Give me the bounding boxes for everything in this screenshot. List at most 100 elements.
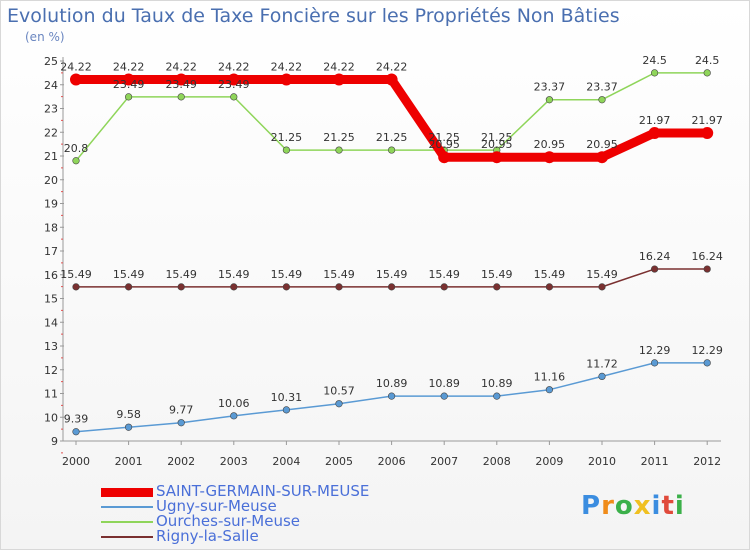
y-tick-label: 14	[44, 316, 58, 329]
data-point	[438, 151, 451, 164]
data-label: 9.58	[116, 408, 141, 421]
data-point	[335, 146, 343, 154]
data-label: 15.49	[376, 268, 408, 281]
x-tick-label: 2012	[693, 455, 721, 468]
logo-letter: i	[651, 491, 662, 521]
data-label: 15.49	[323, 268, 355, 281]
data-point	[177, 283, 185, 291]
data-label: 15.49	[481, 268, 513, 281]
y-tick-label: 24	[44, 79, 58, 92]
data-label: 11.72	[586, 357, 618, 370]
data-point	[440, 283, 448, 291]
y-axis-ticks: 9 10 11 12 13 14 15 16 17 18 19 20 21 22 23 24 25	[44, 55, 64, 454]
y-tick-label: 16	[44, 269, 58, 282]
data-point	[333, 73, 345, 86]
data-label: 20.95	[586, 138, 618, 151]
x-axis-ticks: 2000 2001 2002 2003 2004 2005 2006 2007 2008 2009…	[62, 441, 721, 468]
data-point	[70, 73, 82, 86]
data-point	[175, 73, 188, 86]
data-point	[72, 157, 80, 165]
legend-swatch	[101, 536, 153, 538]
y-tick-label: 22	[44, 126, 58, 139]
data-label: 10.57	[323, 385, 355, 398]
data-label: 24.22	[271, 61, 303, 74]
data-point	[493, 392, 501, 400]
data-point	[598, 372, 606, 381]
legend-swatch	[101, 506, 153, 508]
data-label: 24.5	[695, 54, 720, 67]
data-label: 15.49	[534, 268, 566, 281]
data-label: 16.24	[691, 250, 723, 263]
x-tick-label: 2006	[378, 455, 406, 468]
y-tick-label: 9	[51, 435, 58, 448]
x-tick-label: 2002	[167, 455, 195, 468]
data-point	[703, 359, 711, 367]
data-point	[545, 386, 554, 394]
chart-title: Evolution du Taux de Taxe Foncière sur l…	[7, 5, 620, 27]
data-label: 21.25	[376, 131, 408, 144]
data-point	[124, 283, 133, 291]
y-tick-label: 23	[44, 103, 58, 116]
data-point	[280, 73, 293, 86]
data-label: 23.49	[165, 78, 197, 91]
data-point	[388, 146, 396, 154]
y-tick-label: 17	[44, 245, 58, 258]
data-label: 12.29	[639, 344, 671, 357]
data-point	[282, 283, 291, 291]
x-tick-label: 2000	[62, 455, 90, 468]
data-label: 24.22	[165, 61, 197, 74]
data-point	[440, 392, 448, 400]
data-point	[282, 406, 291, 414]
y-tick-label: 13	[44, 340, 58, 353]
data-point	[227, 73, 240, 86]
y-tick-label: 20	[44, 174, 58, 187]
chart-subtitle: (en %)	[25, 30, 65, 44]
data-point	[72, 428, 80, 436]
y-tick-label: 12	[44, 364, 58, 377]
data-label: 10.31	[271, 391, 303, 404]
legend-swatch	[101, 521, 153, 523]
data-label: 11.16	[534, 371, 566, 384]
data-point	[230, 93, 238, 101]
series-lines	[70, 69, 714, 436]
data-label: 20.95	[481, 138, 513, 151]
data-point	[230, 412, 238, 420]
x-tick-label: 2011	[641, 455, 669, 468]
data-label: 21.25	[428, 131, 460, 144]
data-label: 23.37	[586, 81, 618, 94]
data-label: 15.49	[165, 268, 197, 281]
data-point	[545, 96, 554, 104]
data-point	[385, 73, 398, 86]
data-label: 15.49	[218, 268, 250, 281]
data-point	[596, 151, 608, 164]
x-tick-label: 2005	[325, 455, 353, 468]
data-point	[650, 265, 659, 273]
data-label: 10.89	[481, 377, 513, 390]
data-label: 9.39	[64, 413, 89, 426]
data-label: 24.22	[60, 61, 92, 74]
data-label: 24.22	[323, 61, 355, 74]
y-tick-label: 19	[44, 198, 58, 211]
data-point	[545, 283, 554, 291]
legend-swatch	[101, 487, 153, 497]
data-label: 21.25	[323, 131, 355, 144]
data-label: 10.89	[428, 377, 460, 390]
x-tick-label: 2003	[220, 455, 248, 468]
data-label: 9.77	[169, 404, 194, 417]
logo-letter: o	[614, 491, 634, 521]
data-label: 21.25	[481, 131, 513, 144]
y-tick-label: 10	[44, 411, 58, 424]
data-point	[490, 151, 503, 164]
data-label: 24.5	[642, 54, 667, 67]
data-label: 21.25	[271, 131, 303, 144]
data-point	[493, 283, 501, 291]
data-label: 24.22	[218, 61, 250, 74]
data-label: 15.49	[428, 268, 460, 281]
x-tick-label: 2008	[483, 455, 511, 468]
data-label: 10.89	[376, 377, 408, 390]
legend-label: Ourches-sur-Meuse	[156, 512, 301, 530]
logo-letter: x	[633, 491, 652, 521]
data-label: 12.29	[691, 344, 723, 357]
data-label: 15.49	[113, 268, 145, 281]
